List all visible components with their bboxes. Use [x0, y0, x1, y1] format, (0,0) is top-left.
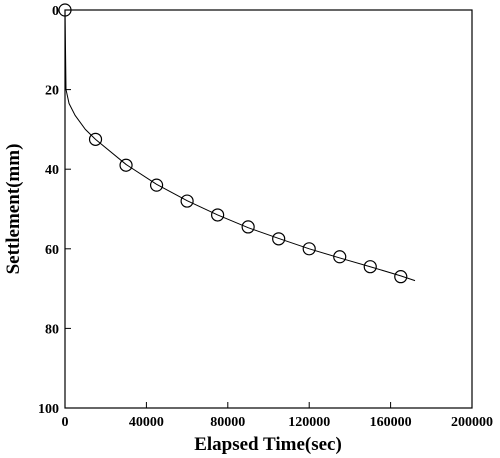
y-tick-label: 40 — [45, 163, 59, 178]
y-tick-label: 80 — [45, 322, 59, 337]
y-tick-label: 20 — [45, 84, 59, 99]
x-tick-label: 160000 — [370, 415, 412, 430]
x-tick-label: 200000 — [451, 415, 493, 430]
data-point — [394, 270, 408, 284]
data-point — [58, 3, 72, 17]
data-point — [211, 208, 225, 222]
x-axis-label: Elapsed Time(sec) — [194, 434, 342, 455]
y-tick-label: 60 — [45, 243, 59, 258]
data-point — [88, 132, 103, 146]
y-tick-label: 0 — [52, 4, 59, 19]
data-point — [333, 250, 347, 264]
data-point — [272, 232, 286, 246]
data-point — [363, 260, 377, 274]
data-point — [119, 158, 133, 172]
data-point — [180, 194, 194, 208]
data-point — [302, 242, 316, 256]
y-tick-label: 100 — [38, 402, 59, 417]
x-tick-label: 0 — [62, 415, 69, 430]
x-tick-label: 120000 — [288, 415, 330, 430]
plot-frame — [64, 9, 473, 409]
data-point — [241, 220, 255, 234]
y-axis-label: Settlement(mm) — [3, 144, 24, 275]
fit-line — [64, 9, 416, 282]
x-tick-label: 80000 — [210, 415, 245, 430]
data-point — [149, 178, 164, 192]
x-tick-label: 40000 — [129, 415, 164, 430]
